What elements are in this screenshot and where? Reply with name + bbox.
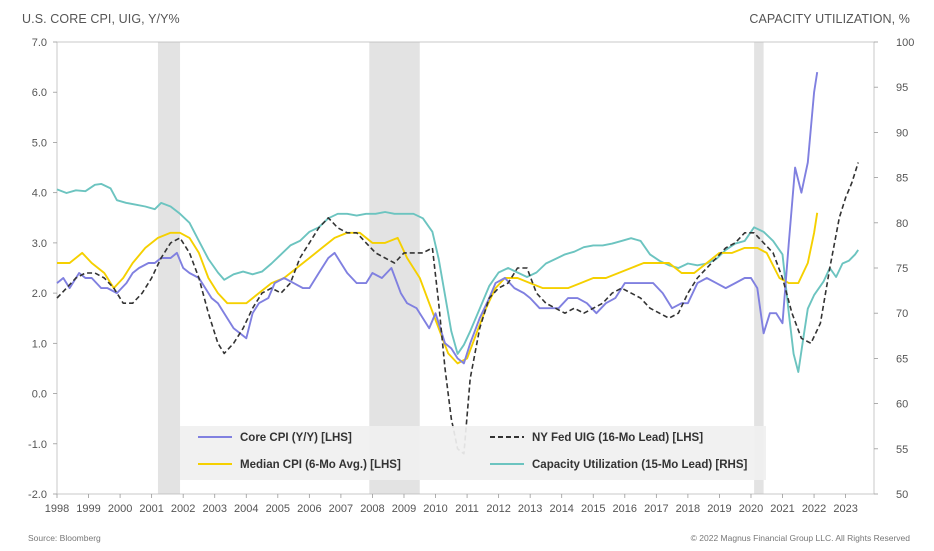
y-left-tick-label-1: 6.0	[32, 87, 47, 99]
x-tick-label-15: 2013	[518, 503, 542, 515]
legend-label-1: NY Fed UIG (16-Mo Lead) [LHS]	[532, 432, 703, 444]
y-right-tick-label-3: 85	[896, 173, 908, 185]
y-right-tick-label-0: 100	[896, 37, 914, 49]
x-tick-label-18: 2016	[613, 503, 637, 515]
y-axis-right-ticks: 100 95 90 85 80 75 70 65 60 55 50	[874, 37, 914, 501]
y-left-tick-label-3: 4.0	[32, 188, 47, 200]
y-left-tick-label-5: 2.0	[32, 288, 47, 300]
x-tick-label-16: 2014	[549, 503, 573, 515]
x-tick-label-21: 2019	[707, 503, 731, 515]
x-tick-label-8: 2006	[297, 503, 321, 515]
series-line-0	[56, 71, 819, 365]
y-left-tick-label-6: 1.0	[32, 338, 47, 350]
recession-bands	[157, 42, 764, 494]
x-tick-label-23: 2021	[770, 503, 794, 515]
y-left-tick-label-0: 7.0	[32, 37, 47, 49]
x-tick-label-24: 2022	[802, 503, 826, 515]
copyright-note: © 2022 Magnus Financial Group LLC. All R…	[690, 533, 910, 543]
legend-label-0: Core CPI (Y/Y) [LHS]	[240, 432, 352, 444]
legend-label-2: Median CPI (6-Mo Avg.) [LHS]	[240, 459, 401, 471]
x-tick-label-19: 2017	[644, 503, 668, 515]
y-left-tick-label-4: 3.0	[32, 238, 47, 250]
x-tick-label-25: 2023	[833, 503, 857, 515]
x-tick-label-2: 2000	[108, 503, 132, 515]
y-right-tick-label-7: 65	[896, 353, 908, 365]
y-left-tick-label-9: -2.0	[28, 489, 47, 501]
legend-box	[180, 426, 766, 480]
y-right-tick-label-10: 50	[896, 489, 908, 501]
x-tick-label-4: 2002	[171, 503, 195, 515]
y-right-tick-label-5: 75	[896, 263, 908, 275]
x-tick-label-7: 2005	[266, 503, 290, 515]
y-left-tick-label-2: 5.0	[32, 137, 47, 149]
x-tick-label-1: 1999	[76, 503, 100, 515]
x-tick-label-0: 1998	[45, 503, 69, 515]
x-tick-label-12: 2010	[423, 503, 447, 515]
x-tick-label-20: 2018	[676, 503, 700, 515]
legend: Core CPI (Y/Y) [LHS] NY Fed UIG (16-Mo Le…	[180, 426, 766, 480]
series-line-2	[57, 212, 819, 365]
x-tick-label-3: 2001	[139, 503, 163, 515]
right-axis-title: CAPACITY UTILIZATION, %	[749, 12, 910, 26]
legend-label-3: Capacity Utilization (15-Mo Lead) [RHS]	[532, 459, 747, 471]
x-tick-label-9: 2007	[329, 503, 353, 515]
y-left-tick-label-7: 0.0	[32, 389, 47, 401]
y-right-tick-label-6: 70	[896, 308, 908, 320]
x-tick-label-6: 2004	[234, 503, 258, 515]
y-right-tick-label-8: 60	[896, 399, 908, 411]
series-line-3	[56, 182, 859, 373]
recession-band-0	[157, 42, 181, 494]
y-right-tick-label-1: 95	[896, 82, 908, 94]
source-note: Source: Bloomberg	[28, 533, 101, 543]
left-axis-title: U.S. CORE CPI, UIG, Y/Y%	[22, 12, 180, 26]
recession-band-2	[754, 42, 764, 494]
x-tick-label-17: 2015	[581, 503, 605, 515]
y-right-tick-label-2: 90	[896, 127, 908, 139]
y-right-tick-label-4: 80	[896, 218, 908, 230]
x-tick-label-22: 2020	[739, 503, 763, 515]
x-tick-label-10: 2008	[360, 503, 384, 515]
x-tick-label-11: 2009	[392, 503, 416, 515]
y-left-tick-label-8: -1.0	[28, 439, 47, 451]
y-axis-left-ticks: 7.0 6.0 5.0 4.0 3.0 2.0 1.0 0.0 -1.0 -2.0	[28, 37, 57, 501]
x-tick-label-5: 2003	[202, 503, 226, 515]
y-right-tick-label-9: 55	[896, 444, 908, 456]
x-tick-label-13: 2011	[455, 503, 479, 515]
x-axis-ticks: 1998 1999 2000 2001 2002 2003 2004 2005 2006 2007…	[45, 494, 858, 515]
recession-band-1	[369, 42, 420, 494]
x-tick-label-14: 2012	[486, 503, 510, 515]
